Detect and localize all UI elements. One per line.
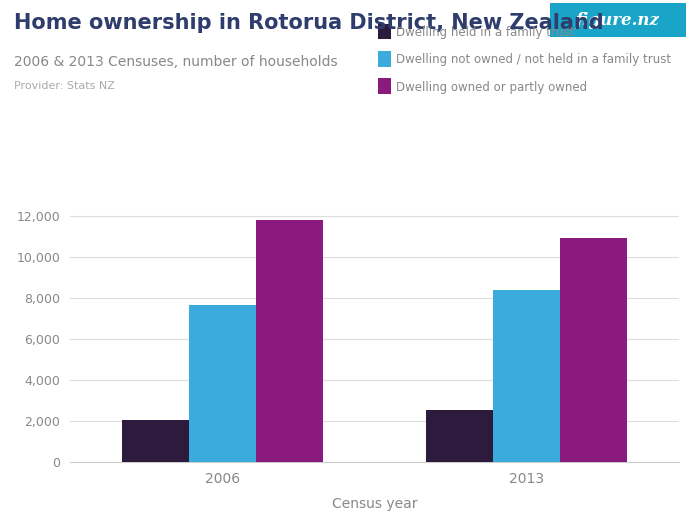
Text: Dwelling owned or partly owned: Dwelling owned or partly owned <box>396 80 587 93</box>
Bar <box>426 410 494 462</box>
Text: Dwelling held in a family trust: Dwelling held in a family trust <box>396 26 575 39</box>
Text: Home ownership in Rotorua District, New Zealand: Home ownership in Rotorua District, New … <box>14 13 603 33</box>
Text: Provider: Stats NZ: Provider: Stats NZ <box>14 81 115 91</box>
Text: 2006 & 2013 Censuses, number of households: 2006 & 2013 Censuses, number of househol… <box>14 55 337 69</box>
Bar <box>189 305 256 462</box>
Text: figure.nz: figure.nz <box>575 12 659 29</box>
Bar <box>560 238 627 462</box>
X-axis label: Census year: Census year <box>332 497 417 511</box>
Text: Dwelling not owned / not held in a family trust: Dwelling not owned / not held in a famil… <box>396 54 671 66</box>
Bar <box>122 420 189 462</box>
Bar <box>494 290 560 462</box>
Bar <box>256 220 323 462</box>
